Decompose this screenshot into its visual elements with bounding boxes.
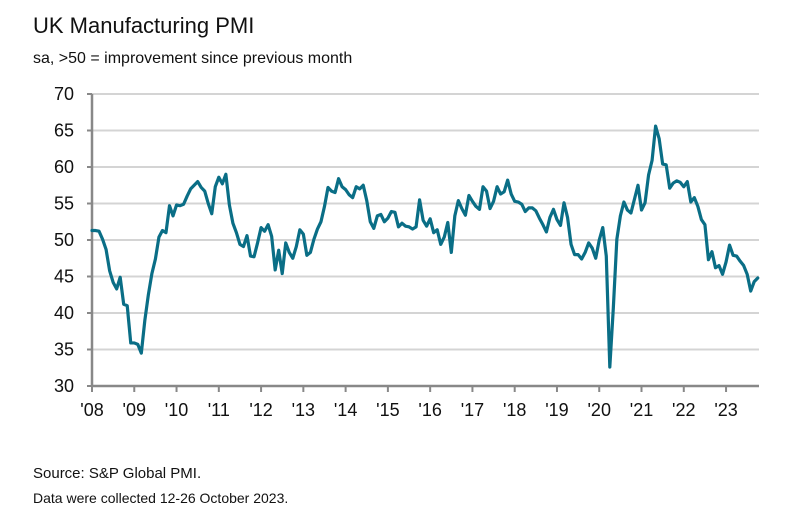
x-tick-label: '17 [461,400,484,420]
x-tick-label: '11 [208,400,230,420]
collection-note: Data were collected 12-26 October 2023. [33,490,289,506]
y-tick-label: 45 [54,267,74,287]
y-tick-label: 60 [54,157,74,177]
source-note: Source: S&P Global PMI. [33,465,202,482]
x-tick-label: '22 [672,400,695,420]
x-tick-label: '16 [418,400,441,420]
y-tick-label: 70 [54,84,74,104]
x-tick-label: '08 [80,400,103,420]
x-tick-label: '21 [630,400,653,420]
y-tick-label: 35 [54,340,74,360]
y-tick-label: 40 [54,303,74,323]
y-tick-label: 65 [54,121,74,141]
x-tick-label: '13 [292,400,315,420]
x-tick-label: '12 [249,400,272,420]
x-tick-label: '23 [714,400,737,420]
x-tick-label: '19 [545,400,568,420]
y-tick-label: 50 [54,230,74,250]
x-tick-label: '14 [334,400,357,420]
x-tick-label: '10 [165,400,188,420]
pmi-series-line [90,124,760,369]
x-tick-label: '15 [376,400,399,420]
chart-subtitle: sa, >50 = improvement since previous mon… [33,50,353,67]
y-axis-ticks: 30 35 40 45 50 55 60 65 70 [54,84,92,396]
x-tick-label: '09 [123,400,146,420]
x-tick-label: '20 [588,400,611,420]
x-axis-ticks: '08 '09 '10 '11 '12 '13 '14 '15 '16 '17 '18 '19 '20 '… [80,386,738,420]
y-tick-label: 55 [54,194,74,214]
gridlines [92,93,759,351]
y-tick-label: 30 [54,376,74,396]
chart-title: UK Manufacturing PMI [33,13,255,38]
x-tick-label: '18 [503,400,526,420]
